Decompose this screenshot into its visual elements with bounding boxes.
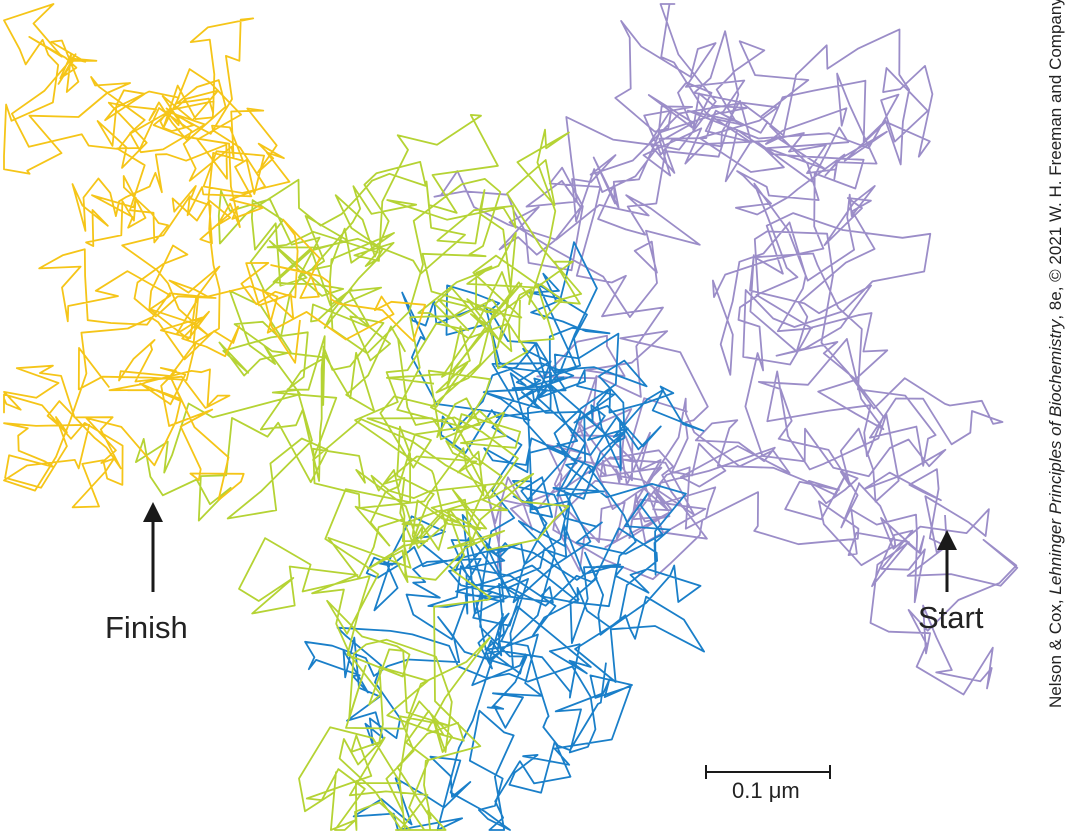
credit-book-title: Lehninger Principles of Biochemistry [1046,319,1065,595]
scale-bar-label: 0.1 μm [732,778,800,803]
green-trajectory [134,114,583,831]
purple-trajectory [433,3,1019,696]
scale-bar [705,765,831,779]
copyright-credit: Nelson & Cox, Lehninger Principles of Bi… [1046,0,1072,708]
credit-edition: , 8e, © 2021 W. H. Freeman and Company [1046,0,1065,320]
start-label: Start [918,600,984,635]
finish-label: Finish [105,610,188,645]
diffusion-trajectories [3,3,1019,831]
start-arrow [937,530,957,592]
yellow-trajectory [3,3,427,509]
blue-trajectory [304,241,705,831]
credit-authors: Nelson & Cox, [1046,594,1065,708]
finish-arrow [143,502,163,592]
